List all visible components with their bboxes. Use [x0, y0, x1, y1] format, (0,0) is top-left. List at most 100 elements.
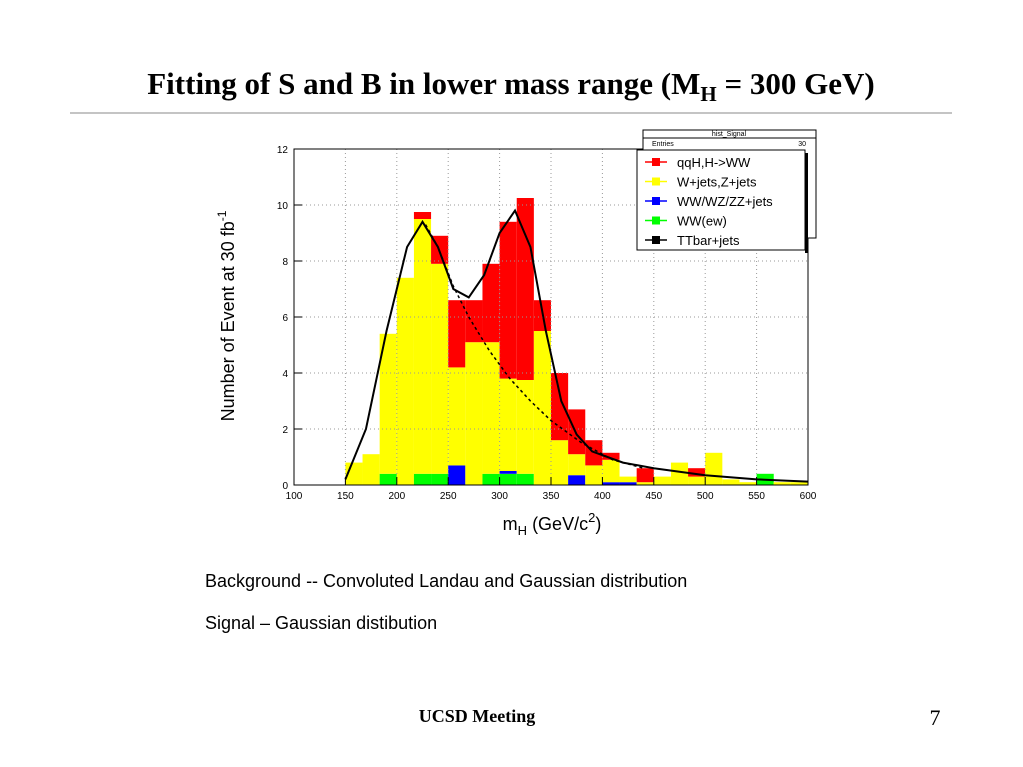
bar — [396, 277, 414, 485]
bar — [499, 378, 517, 471]
x-tick-label: 200 — [388, 491, 405, 502]
bar — [362, 454, 380, 485]
bar — [431, 473, 449, 485]
bar — [773, 482, 791, 485]
bar — [688, 476, 706, 485]
stats-title: hist_Signal — [712, 131, 747, 138]
x-tick-label: 400 — [594, 491, 611, 502]
y-tick-label: 6 — [282, 313, 288, 324]
x-tick-label: 150 — [337, 491, 354, 502]
bar — [413, 473, 432, 485]
chart: 0 2 4 6 8 10 12 100 150 200 250 300 350 400 450 500 550 6… — [215, 129, 817, 538]
legend-label: WW(ew) — [677, 214, 727, 229]
y-axis-label-part: -1 — [215, 210, 229, 221]
y-tick-label: 10 — [277, 201, 289, 212]
x-tick-label: 300 — [491, 491, 508, 502]
x-tick-label: 600 — [800, 491, 817, 502]
x-axis-label-part: (GeV/c — [527, 514, 588, 534]
note: Signal – Gaussian distibution — [205, 613, 437, 633]
bar — [482, 473, 500, 485]
bar — [619, 476, 637, 483]
y-tick-label: 2 — [282, 425, 288, 436]
legend-label: W+jets,Z+jets — [677, 175, 757, 190]
bar — [602, 482, 620, 485]
bar — [499, 471, 517, 474]
bar — [482, 263, 500, 343]
x-axis-label-part: m — [503, 514, 518, 534]
x-tick-label: 450 — [645, 491, 662, 502]
legend-marker — [652, 236, 660, 244]
x-tick-label: 350 — [543, 491, 560, 502]
legend-box — [636, 149, 806, 251]
x-axis-label-part: ) — [595, 514, 601, 534]
bar — [585, 465, 603, 485]
bar — [602, 459, 620, 483]
bar — [533, 331, 551, 485]
stats-label: Entries — [652, 141, 674, 148]
stats-value: 30 — [798, 141, 806, 148]
bar — [448, 367, 466, 466]
legend-label: qqH,H->WW — [677, 155, 751, 170]
title-end: = 300 GeV) — [717, 66, 875, 101]
bar — [636, 482, 654, 485]
y-tick-label: 4 — [282, 369, 288, 380]
bar — [499, 221, 517, 379]
y-tick-label: 8 — [282, 257, 288, 268]
page-number: 7 — [930, 705, 941, 730]
legend-marker — [652, 158, 660, 166]
bar — [499, 473, 517, 485]
title-main: Fitting of S and B in lower mass range (… — [147, 66, 700, 101]
x-tick-label: 550 — [748, 491, 765, 502]
bar — [379, 473, 397, 485]
footer: UCSD Meeting — [419, 706, 535, 726]
legend-shadow — [805, 153, 808, 253]
bar — [739, 482, 757, 485]
bar — [722, 479, 740, 485]
y-tick-label: 12 — [277, 145, 289, 156]
y-tick-label: 0 — [282, 481, 288, 492]
plot-frame — [293, 148, 809, 486]
legend-marker — [652, 177, 660, 186]
bar — [551, 440, 569, 485]
fit-curve — [344, 208, 809, 483]
bar — [602, 452, 620, 460]
bar — [619, 482, 637, 485]
x-tick-label: 500 — [697, 491, 714, 502]
bar — [516, 473, 534, 485]
bar — [790, 482, 808, 485]
bar — [653, 476, 671, 485]
bar — [413, 212, 432, 219]
x-axis-label-part: H — [518, 523, 527, 538]
x-axis-label: mH (GeV/c2) — [503, 510, 602, 538]
legend-label: WW/WZ/ZZ+jets — [677, 194, 773, 209]
slide-title: Fitting of S and B in lower mass range (… — [147, 66, 874, 106]
bar — [448, 300, 466, 368]
legend-label: TTbar+jets — [677, 233, 740, 248]
legend-marker — [652, 197, 660, 205]
bar — [431, 263, 449, 474]
title-sub: H — [700, 82, 716, 106]
fit-curve — [424, 224, 644, 469]
bar — [688, 468, 706, 477]
legend-marker — [652, 216, 660, 225]
bar — [705, 452, 723, 485]
bar — [551, 373, 569, 441]
bar — [465, 342, 483, 485]
bar — [465, 300, 483, 343]
y-axis-label: Number of Event at 30 fb-1 — [215, 210, 238, 421]
x-tick-label: 100 — [286, 491, 303, 502]
bar — [636, 468, 654, 483]
bar — [568, 454, 586, 476]
x-axis-label-part: 2 — [588, 510, 595, 525]
bar — [516, 380, 534, 474]
bar — [568, 409, 586, 455]
bar — [413, 219, 432, 474]
bar — [516, 198, 534, 380]
bar — [379, 333, 397, 474]
bar — [670, 462, 689, 485]
bar — [448, 465, 466, 485]
bar — [482, 342, 500, 474]
y-axis-label-part: Number of Event at 30 fb — [218, 221, 238, 421]
x-tick-label: 250 — [440, 491, 457, 502]
